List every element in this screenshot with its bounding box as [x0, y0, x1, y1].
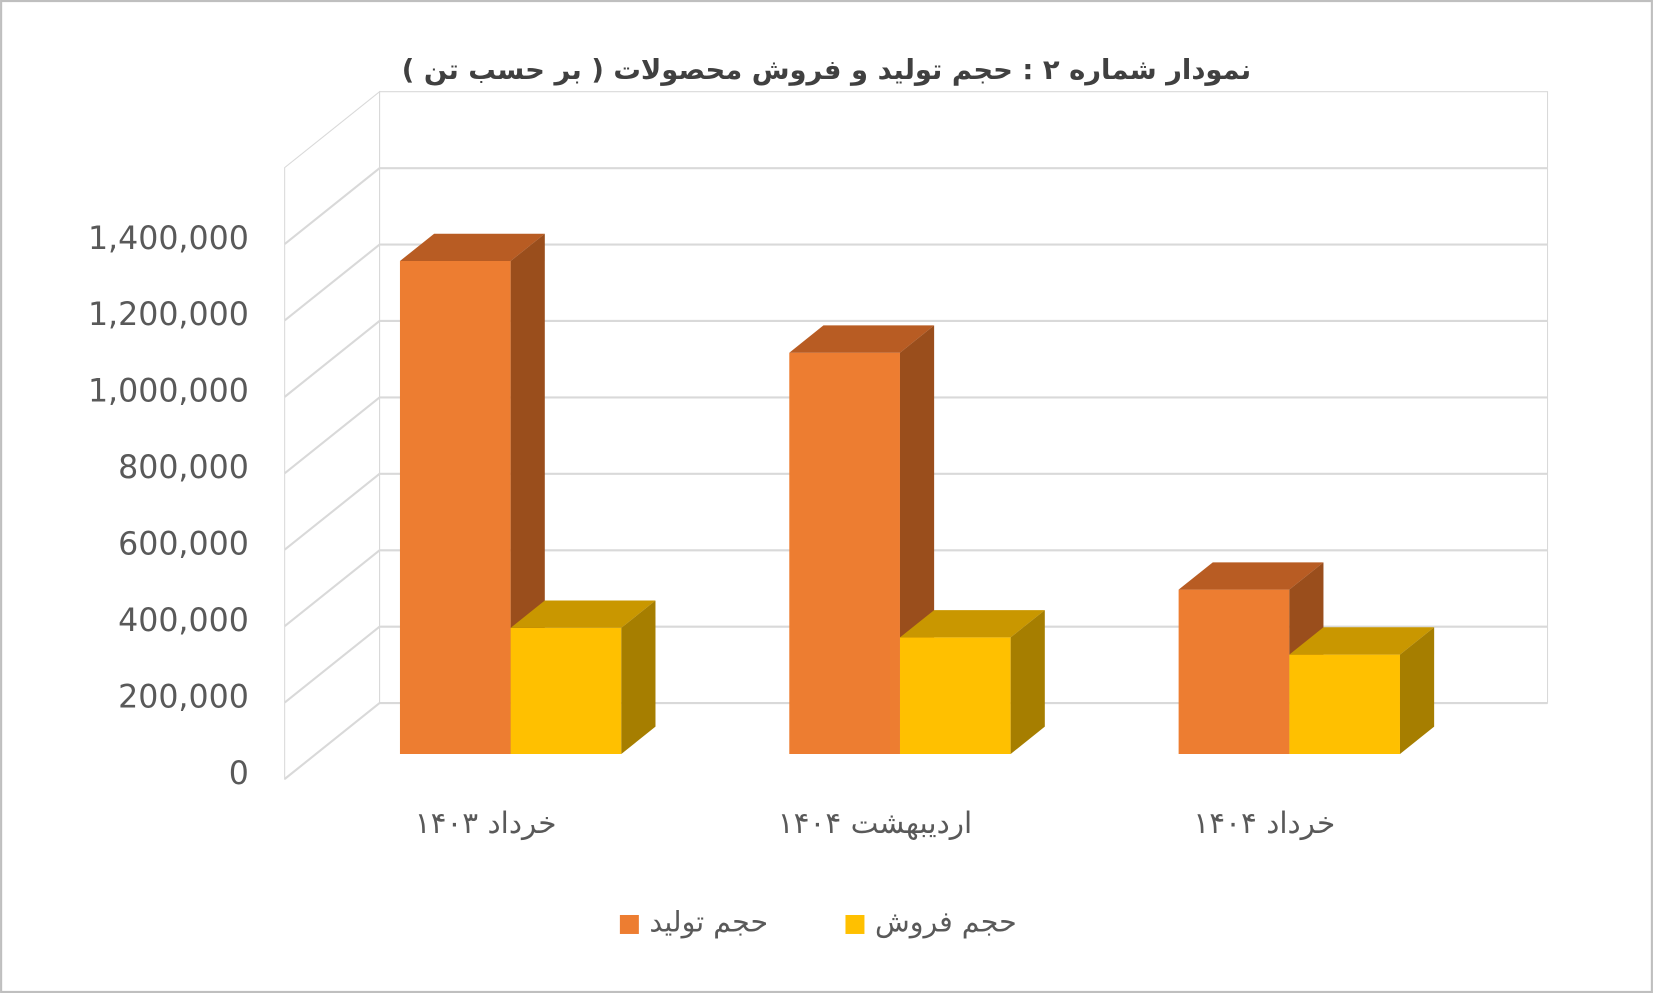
bar-front [510, 627, 622, 754]
bar-top [1289, 627, 1435, 655]
legend-label: حجم فروش [875, 905, 1017, 938]
y-tick-label: 1,200,000 [88, 297, 249, 333]
x-tick-label: اردیبهشت ۱۴۰۴ [778, 806, 972, 840]
bar-front [1289, 654, 1400, 754]
legend-swatch [845, 914, 865, 934]
bar-top [899, 610, 1045, 638]
bar-front [789, 352, 900, 754]
bar-front [899, 637, 1011, 754]
y-tick-label: 400,000 [118, 603, 249, 639]
legend-label: حجم تولید [649, 905, 768, 938]
x-tick-label: خرداد ۱۴۰۴ [1193, 806, 1335, 840]
y-tick-label: 0 [229, 756, 249, 792]
grid-line [284, 167, 1548, 245]
grid-line [284, 319, 1548, 398]
y-tick-label: 200,000 [118, 679, 249, 715]
bar [1289, 627, 1435, 754]
grid-line [284, 472, 1548, 551]
bar-side [621, 600, 656, 754]
legend-swatch [619, 914, 639, 934]
bar-top [1178, 562, 1324, 590]
bar-front [1178, 589, 1290, 754]
bar [510, 600, 656, 754]
grid-line [284, 396, 1548, 475]
chart-title: نمودار شماره ۲ : حجم تولید و فروش محصولا… [402, 55, 1251, 86]
y-tick-label: 1,000,000 [88, 374, 249, 410]
x-tick-label: خرداد ۱۴۰۳ [415, 806, 557, 840]
bar-top [789, 325, 935, 353]
y-tick-label: 600,000 [118, 527, 249, 563]
bar-top [399, 233, 545, 262]
bar [789, 325, 935, 754]
y-tick-label: 800,000 [118, 450, 249, 486]
bar-front [399, 261, 511, 754]
grid-line [284, 243, 1548, 322]
grid-line [284, 625, 1548, 704]
y-tick-label: 1,400,000 [88, 221, 249, 257]
bar-top [510, 600, 656, 628]
bar [899, 610, 1045, 754]
grid-line [284, 702, 1548, 780]
bar-side [1399, 627, 1435, 754]
grid-line [284, 549, 1548, 627]
bar-side [1010, 610, 1045, 754]
